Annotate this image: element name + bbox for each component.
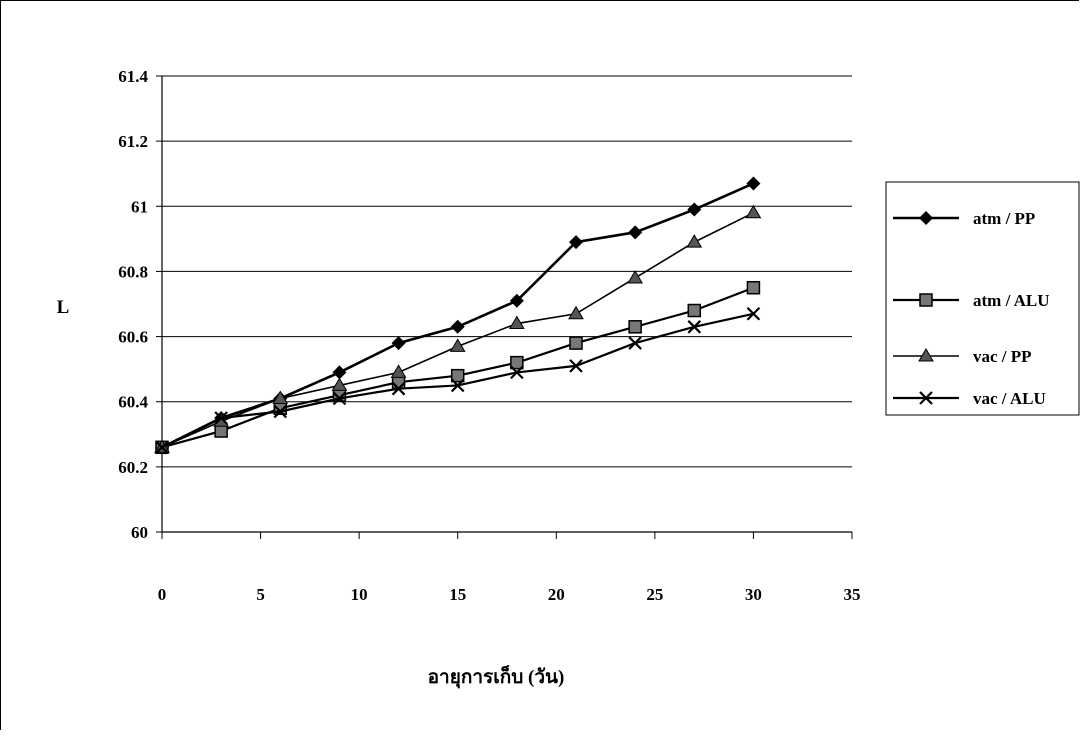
legend-box bbox=[885, 181, 1080, 416]
series-vacalu bbox=[155, 306, 761, 455]
series-line bbox=[161, 182, 754, 449]
data-point-x bbox=[450, 378, 465, 393]
data-point-x bbox=[214, 411, 228, 425]
data-point-square bbox=[919, 293, 933, 307]
axes bbox=[156, 75, 853, 539]
data-point-x-stroke bbox=[919, 391, 933, 405]
data-point-square bbox=[510, 355, 524, 370]
data-point-diamond bbox=[919, 211, 933, 225]
data-point-x bbox=[332, 391, 347, 406]
legend-item: vac / ALU bbox=[893, 389, 1046, 408]
x-tick-label: 20 bbox=[548, 585, 565, 604]
data-point-triangle bbox=[686, 234, 703, 248]
data-point-x-stroke bbox=[569, 359, 583, 373]
data-point-square bbox=[569, 336, 583, 350]
data-point-square bbox=[450, 368, 465, 383]
y-axis-label: L bbox=[57, 297, 70, 318]
data-point-triangle bbox=[272, 390, 289, 404]
data-point-square bbox=[391, 375, 406, 389]
data-point-triangle bbox=[918, 348, 934, 362]
data-point-x bbox=[569, 359, 583, 373]
data-point-x bbox=[391, 381, 406, 396]
data-point-x-stroke bbox=[155, 440, 169, 455]
data-point-diamond bbox=[628, 225, 643, 240]
series-lines bbox=[154, 176, 762, 455]
y-tick-label: 60.2 bbox=[118, 458, 148, 477]
data-point-x-stroke bbox=[628, 336, 642, 350]
data-point-triangle bbox=[627, 269, 644, 284]
data-point-diamond bbox=[746, 176, 761, 191]
data-point-diamond bbox=[450, 319, 465, 334]
data-point-x-stroke bbox=[273, 404, 288, 419]
data-point-x bbox=[273, 404, 288, 419]
legend-item: atm / PP bbox=[893, 209, 1035, 228]
y-tick-label: 60.4 bbox=[118, 393, 148, 412]
x-tick-label: 35 bbox=[844, 585, 861, 604]
legend-label: vac / PP bbox=[973, 347, 1032, 366]
legend-label: atm / PP bbox=[973, 209, 1035, 228]
y-tick-labels: 60 60.2 60.4 60.6 60.8 61 61.2 61.4 bbox=[118, 67, 148, 542]
data-point-x-stroke bbox=[214, 411, 228, 425]
series-line bbox=[161, 286, 754, 449]
data-point-x bbox=[919, 391, 933, 405]
data-point-triangle bbox=[390, 364, 407, 378]
data-point-triangle bbox=[745, 204, 762, 219]
x-tick-label: 30 bbox=[745, 585, 762, 604]
data-point-triangle bbox=[508, 315, 525, 330]
data-point-triangle bbox=[331, 377, 348, 391]
series-atmalu bbox=[155, 280, 761, 455]
grid-lines bbox=[162, 75, 852, 468]
data-point-x-stroke bbox=[510, 365, 524, 380]
legend-item: atm / ALU bbox=[893, 291, 1050, 310]
data-point-diamond bbox=[391, 336, 406, 351]
data-point-x bbox=[746, 306, 761, 321]
data-point-x bbox=[628, 336, 642, 350]
x-tick-label: 25 bbox=[646, 585, 663, 604]
data-point-x-stroke bbox=[687, 320, 702, 334]
data-point-diamond bbox=[569, 235, 583, 250]
y-tick-label: 60.8 bbox=[118, 262, 148, 281]
data-point-square bbox=[746, 280, 761, 295]
x-tick-label: 15 bbox=[449, 585, 466, 604]
data-point-x-stroke bbox=[332, 391, 347, 406]
legend: atm / PP atm / ALU vac / PP vac / ALU bbox=[885, 181, 1080, 416]
legend-item: vac / PP bbox=[893, 347, 1032, 366]
data-point-diamond bbox=[687, 202, 702, 217]
data-point-triangle bbox=[449, 338, 466, 352]
data-point-x bbox=[510, 365, 524, 380]
data-point-x bbox=[155, 440, 169, 455]
x-axis-label: อายุการเก็บ (วัน) bbox=[428, 664, 565, 689]
y-tick-label: 61.2 bbox=[118, 132, 148, 151]
x-tick-label: 0 bbox=[158, 585, 167, 604]
legend-label: vac / ALU bbox=[973, 389, 1046, 408]
x-tick-labels: 0 5 10 15 20 25 30 35 bbox=[158, 585, 861, 604]
data-point-square bbox=[687, 303, 702, 318]
y-tick-label: 60 bbox=[131, 523, 148, 542]
x-tick-label: 10 bbox=[351, 585, 368, 604]
y-tick-label: 61.4 bbox=[118, 67, 148, 86]
data-point-diamond bbox=[332, 365, 347, 380]
data-point-x bbox=[687, 320, 702, 334]
y-tick-label: 61 bbox=[131, 197, 148, 216]
y-tick-label: 60.6 bbox=[118, 328, 148, 347]
data-point-triangle bbox=[568, 305, 584, 320]
x-tick-label: 5 bbox=[256, 585, 265, 604]
data-point-x-stroke bbox=[746, 306, 761, 321]
series-atmpp bbox=[155, 176, 761, 455]
data-point-x-stroke bbox=[450, 378, 465, 393]
data-point-square bbox=[214, 424, 228, 438]
legend-label: atm / ALU bbox=[973, 291, 1050, 310]
data-point-square bbox=[628, 320, 642, 334]
data-point-diamond bbox=[509, 293, 524, 308]
data-point-x-stroke bbox=[391, 381, 406, 396]
